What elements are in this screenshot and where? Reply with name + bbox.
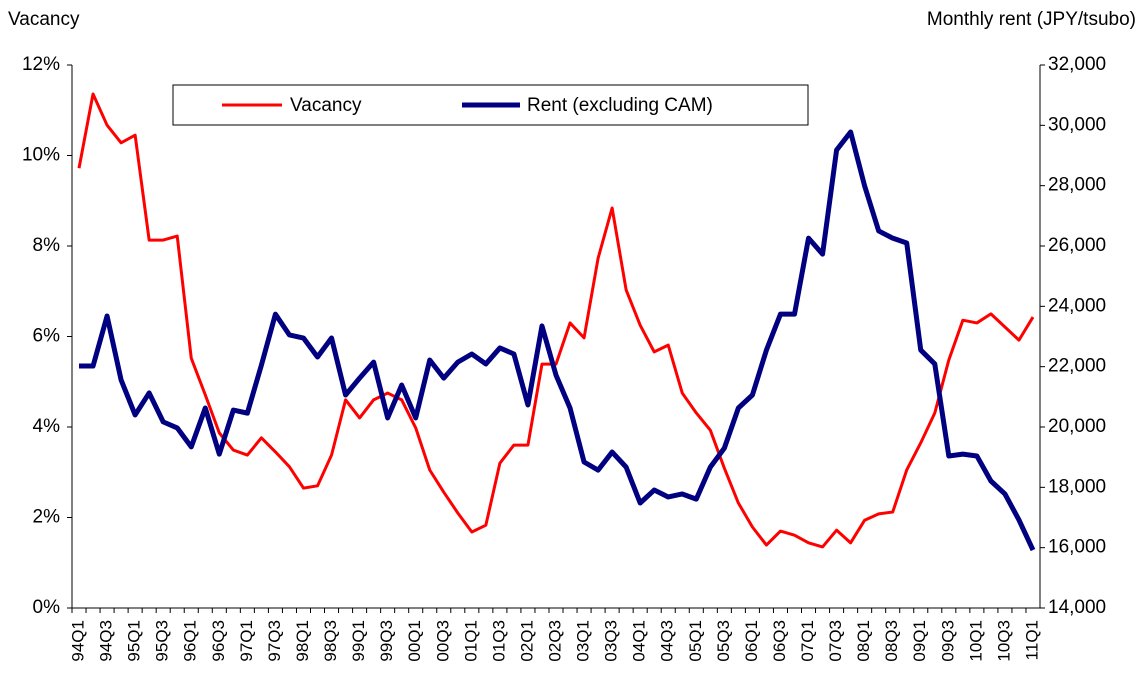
x-tick-label: 01Q1: [461, 620, 480, 662]
x-tick-label: 09Q1: [910, 620, 929, 662]
x-tick-label: 95Q1: [125, 620, 144, 662]
y-tick-label: 4%: [33, 416, 61, 437]
x-tick-label: 05Q1: [686, 620, 705, 662]
y2-tick-label: 30,000: [1048, 114, 1106, 135]
x-tick-label: 02Q3: [545, 620, 564, 662]
x-tick-label: 97Q1: [237, 620, 256, 662]
y2-tick-label: 26,000: [1048, 235, 1106, 256]
y2-tick-label: 32,000: [1048, 54, 1106, 75]
x-tick-label: 10Q1: [966, 620, 985, 662]
x-tick-label: 95Q3: [153, 620, 172, 662]
y-tick-label: 0%: [33, 597, 61, 618]
x-tick-label: 98Q1: [293, 620, 312, 662]
x-tick-label: 04Q3: [658, 620, 677, 662]
y2-tick-label: 18,000: [1048, 476, 1106, 497]
x-tick-label: 11Q1: [1022, 620, 1041, 660]
x-tick-label: 99Q1: [349, 620, 368, 662]
x-tick-label: 07Q1: [798, 620, 817, 662]
x-tick-label: 06Q1: [742, 620, 761, 662]
y2-tick-label: 28,000: [1048, 175, 1106, 196]
series-line: [77, 92, 1035, 549]
x-tick-label: 05Q3: [714, 620, 733, 662]
x-tick-label: 09Q3: [938, 620, 957, 662]
x-tick-label: 99Q3: [377, 620, 396, 662]
x-tick-label: 03Q1: [574, 620, 593, 662]
y-tick-label: 10%: [22, 145, 60, 166]
series-line: [79, 129, 1036, 552]
x-tick-label: 98Q3: [321, 620, 340, 662]
y2-tick-label: 16,000: [1048, 537, 1106, 558]
y-tick-label: 12%: [22, 54, 60, 75]
x-tick-label: 10Q3: [994, 620, 1013, 662]
x-tick-label: 97Q3: [265, 620, 284, 662]
legend-label: Vacancy: [290, 95, 362, 116]
x-tick-label: 01Q3: [489, 620, 508, 662]
y-tick-label: 8%: [33, 235, 61, 256]
x-tick-label: 06Q3: [770, 620, 789, 662]
x-tick-label: 94Q1: [68, 620, 87, 662]
y2-tick-label: 20,000: [1048, 416, 1106, 437]
y2-tick-label: 22,000: [1048, 356, 1106, 377]
y2-tick-label: 24,000: [1048, 295, 1106, 316]
y2-tick-label: 14,000: [1048, 597, 1106, 618]
x-tick-label: 07Q3: [826, 620, 845, 662]
x-tick-label: 94Q3: [97, 620, 116, 662]
x-tick-label: 08Q1: [854, 620, 873, 662]
x-tick-label: 02Q1: [517, 620, 536, 662]
x-tick-label: 00Q1: [405, 620, 424, 662]
y-axis-label: Vacancy: [8, 9, 80, 30]
x-tick-label: 04Q1: [630, 620, 649, 662]
x-tick-label: 00Q3: [433, 620, 452, 662]
y2-axis-label: Monthly rent (JPY/tsubo): [927, 9, 1136, 30]
x-tick-label: 03Q3: [602, 620, 621, 662]
legend-label: Rent (excluding CAM): [527, 95, 713, 116]
y-tick-label: 6%: [33, 326, 61, 347]
y-tick-label: 2%: [33, 507, 61, 528]
x-tick-label: 96Q3: [209, 620, 228, 662]
x-tick-label: 08Q3: [882, 620, 901, 662]
x-tick-label: 96Q1: [181, 620, 200, 662]
